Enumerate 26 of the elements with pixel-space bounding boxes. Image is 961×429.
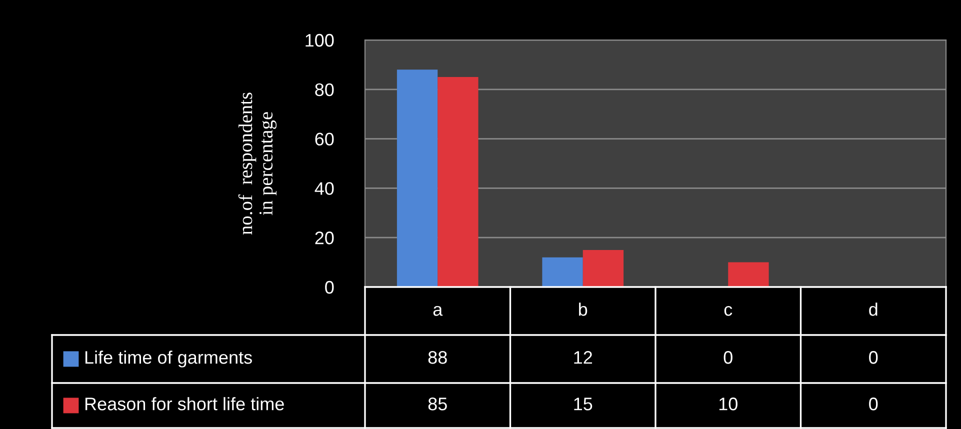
bar <box>542 257 583 287</box>
data-label: 0 <box>869 398 878 410</box>
y-tick-label: 100 <box>306 34 334 47</box>
legend-label: Life time of garments <box>85 350 252 368</box>
y-tick-label: 0 <box>325 280 334 294</box>
y-tick-label: 80 <box>315 83 334 96</box>
bar <box>728 262 769 287</box>
bar <box>582 250 624 287</box>
data-label: 85 <box>428 398 447 410</box>
y-tick-label: 60 <box>315 132 334 146</box>
bar <box>396 70 438 287</box>
data-label: 15 <box>574 398 592 410</box>
y-axis-title: no.of respondents in percentage <box>238 92 277 235</box>
legend-label: Reason for short life time <box>85 397 284 410</box>
data-label: 88 <box>428 351 447 364</box>
bar <box>438 77 478 287</box>
data-label: 0 <box>869 351 878 364</box>
data-label: 10 <box>719 398 738 410</box>
y-tick-label: 20 <box>315 232 334 244</box>
x-tick-label: c <box>724 306 732 316</box>
data-label: 12 <box>574 351 592 364</box>
x-tick-label: d <box>869 302 878 316</box>
x-tick-label: b <box>579 302 588 316</box>
x-tick-label: a <box>433 306 443 316</box>
data-label: 0 <box>724 351 732 364</box>
y-tick-label: 40 <box>314 182 334 195</box>
